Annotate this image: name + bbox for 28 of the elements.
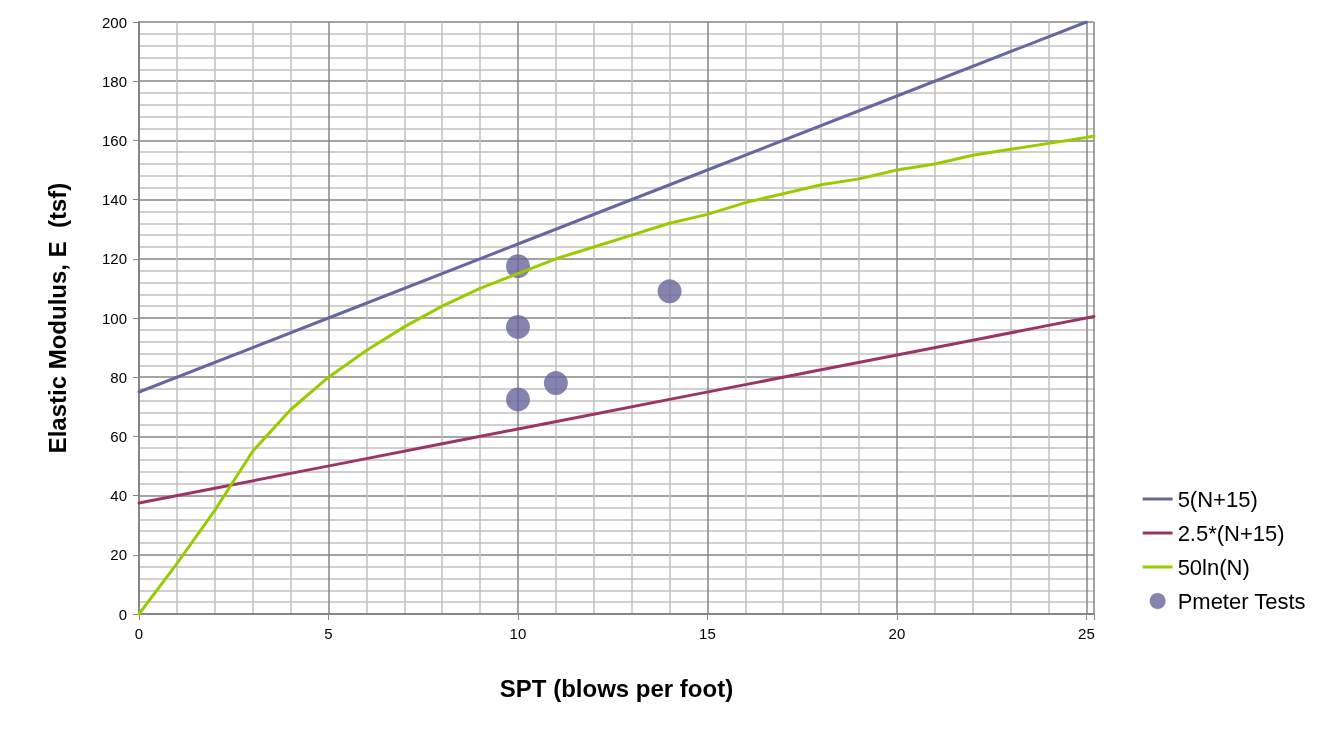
y-tick-label: 20 bbox=[110, 546, 127, 564]
legend-label: 50ln(N) bbox=[1177, 554, 1250, 580]
y-tick-label: 180 bbox=[101, 72, 127, 90]
y-tick-label: 40 bbox=[110, 487, 127, 505]
x-tick-label: 5 bbox=[324, 625, 333, 642]
x-axis-title: SPT (blows per foot) bbox=[499, 674, 734, 702]
y-tick-label: 60 bbox=[110, 427, 127, 445]
line-series bbox=[137, 20, 1088, 394]
x-tick-label: 15 bbox=[699, 625, 716, 642]
y-tick-label: 140 bbox=[101, 191, 127, 209]
x-tick-label: 20 bbox=[888, 625, 906, 642]
y-tick-label: 0 bbox=[118, 605, 127, 623]
legend-label: 2.5*(N+15) bbox=[1177, 520, 1285, 546]
y-tick-label: 120 bbox=[101, 250, 127, 268]
point bbox=[657, 279, 682, 304]
x-tick-label: 25 bbox=[1078, 625, 1095, 642]
y-tick-label: 80 bbox=[110, 368, 127, 386]
y-tick-label: 100 bbox=[101, 309, 127, 327]
y-tick-label: 200 bbox=[101, 13, 127, 31]
x-tick-label: 10 bbox=[509, 625, 527, 642]
legend-label: Pmeter Tests bbox=[1177, 588, 1306, 614]
x-tick-label: 0 bbox=[134, 625, 144, 642]
point bbox=[505, 314, 530, 339]
point bbox=[505, 387, 530, 412]
y-axis-title: Elastic Modulus, E (tsf) bbox=[43, 182, 71, 454]
point bbox=[543, 371, 568, 396]
legend-label: 5(N+15) bbox=[1177, 486, 1258, 512]
y-tick-label: 160 bbox=[101, 131, 127, 149]
